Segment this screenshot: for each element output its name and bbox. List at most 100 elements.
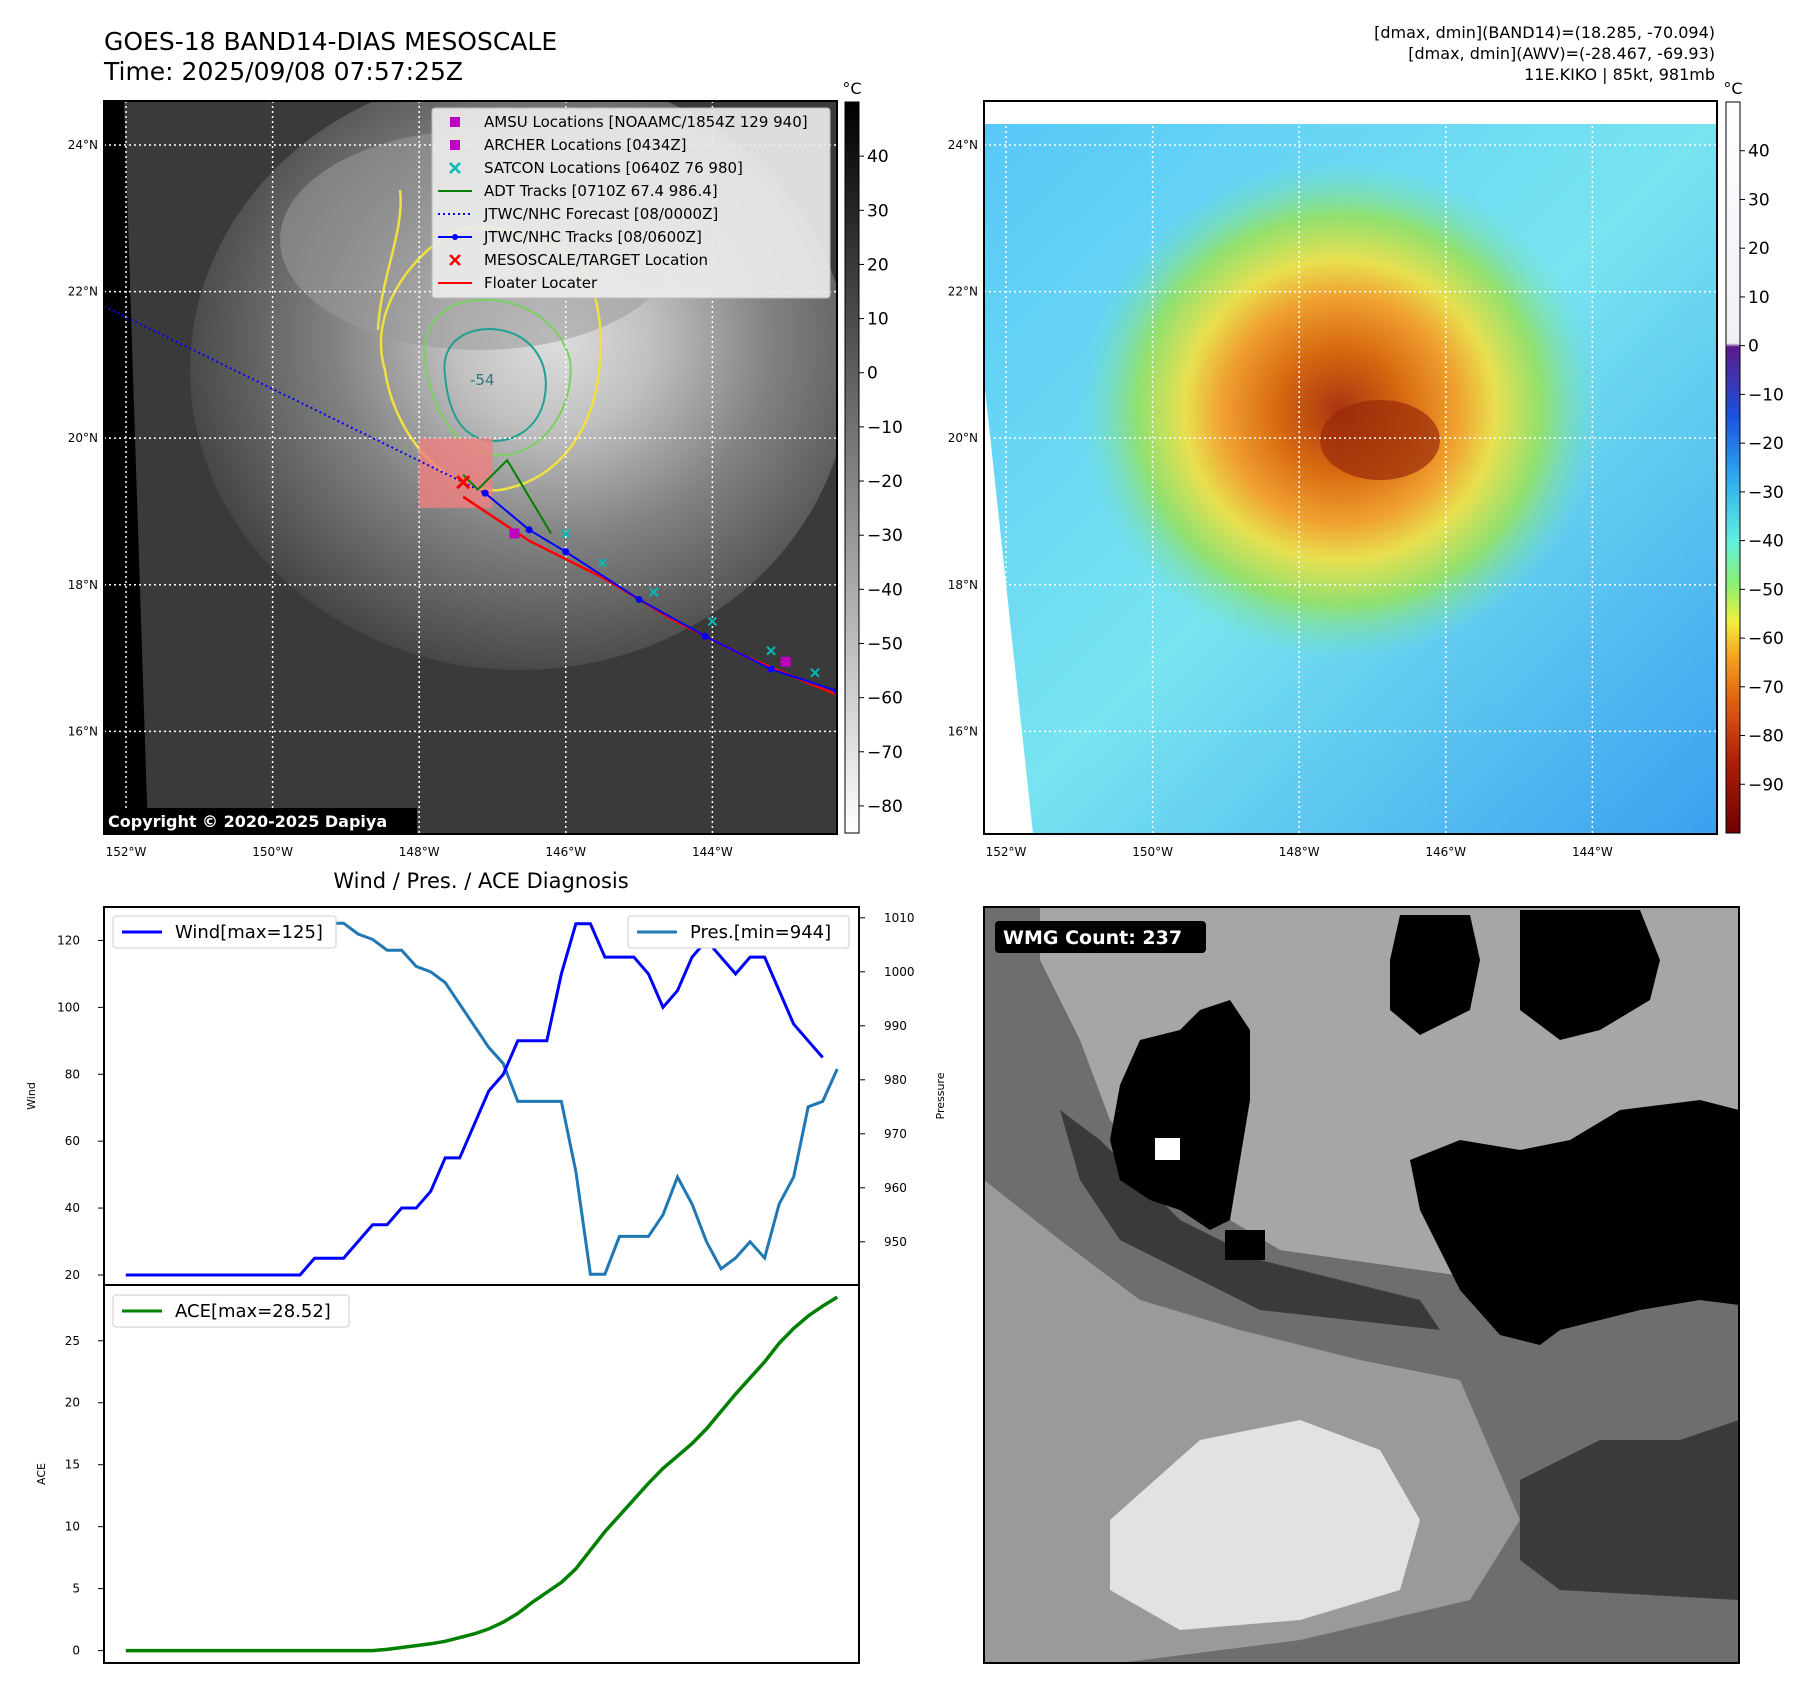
colorbar-tick-label: −10 bbox=[867, 418, 903, 438]
legend-label: Floater Locater bbox=[484, 274, 598, 292]
colorbar-tick-label: −60 bbox=[1748, 629, 1784, 649]
forecast-track bbox=[104, 305, 486, 495]
wv-colorbar-ticks: 40 30 20 10 0 −10 −20 −30 −40 −50 −60 −70 −80 −90 bbox=[1740, 142, 1784, 795]
pressure-tick-label: 1000 bbox=[884, 965, 915, 979]
wv-map-panel bbox=[984, 101, 1717, 834]
lat-label: 16°N bbox=[68, 724, 98, 738]
wmg-panel: WMG Count: 237 bbox=[983, 906, 1740, 1664]
legend-label: ADT Tracks [0710Z 67.4 986.4] bbox=[484, 182, 718, 200]
lat-label: 20°N bbox=[68, 431, 98, 445]
jtwc-track-point bbox=[562, 548, 570, 556]
legend-label: MESOSCALE/TARGET Location bbox=[484, 251, 708, 269]
wind-tick-label: 20 bbox=[65, 1268, 80, 1282]
contour-label: -54 bbox=[470, 371, 495, 389]
wmg-small-cluster bbox=[1225, 1230, 1265, 1260]
legend-label: AMSU Locations [NOAAMC/1854Z 129 940] bbox=[484, 113, 808, 131]
jtwc-track-point bbox=[481, 489, 489, 497]
ace-plot: 0 5 10 15 20 25 ACE ACE[max=28.52] bbox=[35, 1284, 860, 1664]
legend-swatch bbox=[449, 162, 461, 174]
pressure-tick-label: 950 bbox=[884, 1235, 907, 1249]
wmg-count: WMG Count: 237 bbox=[1003, 927, 1182, 949]
colorbar-tick-label: −30 bbox=[867, 526, 903, 546]
pressure-legend-label: Pres.[min=944] bbox=[690, 922, 831, 943]
satcon-marker bbox=[561, 528, 571, 539]
amsu-marker bbox=[509, 528, 520, 539]
ace-plot-frame bbox=[103, 1284, 860, 1664]
band14-range: [dmax, dmin](BAND14)=(18.285, -70.094) bbox=[1374, 23, 1715, 42]
wv-core bbox=[1320, 400, 1440, 480]
jtwc-track-point bbox=[767, 665, 775, 673]
lon-label: 144°W bbox=[1572, 845, 1613, 859]
target-box bbox=[419, 438, 493, 508]
colorbar-tick-label: −60 bbox=[867, 689, 903, 709]
satcon-marker bbox=[597, 558, 608, 568]
pressure-tick-label: 960 bbox=[884, 1181, 907, 1195]
wmg-light-region bbox=[1110, 1420, 1420, 1630]
ir-colorbar-ticks: 40 30 20 10 0 −10 −20 −30 −40 −50 −60 −70 −80 bbox=[859, 147, 903, 817]
colorbar-tick-label: −50 bbox=[1748, 580, 1784, 600]
wind-tick-label: 100 bbox=[57, 1000, 80, 1014]
wind-legend-label: Wind[max=125] bbox=[175, 922, 323, 943]
ace-axis-label: ACE bbox=[35, 1463, 48, 1485]
colorbar-tick-label: −40 bbox=[867, 580, 903, 600]
storm-info: 11E.KIKO | 85kt, 981mb bbox=[1524, 65, 1715, 84]
lon-label: 148°W bbox=[1279, 845, 1320, 859]
ace-tick-label: 25 bbox=[65, 1334, 80, 1348]
pressure-tick-label: 980 bbox=[884, 1073, 907, 1087]
pressure-y-ticks: 950 960 970 980 990 1000 1010 bbox=[859, 911, 915, 1249]
wmg-frame bbox=[983, 906, 1740, 1664]
colorbar-tick-label: 20 bbox=[867, 255, 889, 275]
legend-swatch bbox=[450, 117, 460, 127]
ir-map-frame bbox=[103, 100, 838, 835]
wmg-cold-cluster-left bbox=[1110, 1000, 1250, 1230]
colorbar-tick-label: −90 bbox=[1748, 775, 1784, 795]
satcon-marker bbox=[707, 616, 718, 627]
legend-label: ARCHER Locations [0434Z] bbox=[484, 136, 687, 154]
satcon-marker bbox=[649, 587, 659, 597]
wmg-dark-patch bbox=[1520, 1420, 1739, 1600]
legend-label: JTWC/NHC Tracks [08/0600Z] bbox=[483, 228, 702, 246]
satcon-marker bbox=[810, 668, 820, 678]
wind-y-ticks: 20 40 60 80 100 120 bbox=[57, 933, 104, 1282]
ace-legend-label: ACE[max=28.52] bbox=[175, 1301, 331, 1322]
ir-lon-labels: 152°W 150°W 148°W 146°W 144°W bbox=[106, 845, 733, 859]
lon-label: 152°W bbox=[986, 845, 1027, 859]
ace-tick-label: 20 bbox=[65, 1396, 80, 1410]
ace-line bbox=[125, 1295, 839, 1653]
ir-colorbar-unit: °C bbox=[842, 79, 861, 98]
legend-swatch-dot bbox=[452, 234, 458, 240]
pressure-legend-box bbox=[627, 915, 850, 949]
lat-label: 16°N bbox=[948, 724, 978, 738]
colorbar-tick-label: −70 bbox=[1748, 678, 1784, 698]
wmg-cold-cluster-right bbox=[1410, 1100, 1739, 1345]
copyright-box bbox=[104, 808, 417, 834]
track-overlays bbox=[104, 305, 837, 696]
contour-yellow-arc bbox=[376, 189, 402, 331]
wv-map-frame bbox=[983, 100, 1718, 835]
satcon-marker bbox=[766, 646, 776, 656]
colorbar-tick-label: 0 bbox=[1748, 337, 1759, 357]
adt-track bbox=[462, 458, 552, 534]
pressure-tick-label: 990 bbox=[884, 1019, 907, 1033]
wv-lon-labels: 152°W 150°W 148°W 146°W 144°W bbox=[986, 845, 1613, 859]
ace-plot-area bbox=[104, 1285, 859, 1663]
lat-label: 22°N bbox=[948, 285, 978, 299]
copyright: Copyright © 2020-2025 Dapiya bbox=[108, 812, 387, 831]
colorbar-tick-label: −30 bbox=[1748, 483, 1784, 503]
wmg-cold-cluster-top bbox=[1390, 915, 1480, 1035]
wmg-count-box bbox=[995, 921, 1206, 953]
legend-swatch bbox=[450, 140, 460, 150]
diagnosis-title: Wind / Pres. / ACE Diagnosis bbox=[333, 869, 628, 893]
ace-tick-label: 15 bbox=[65, 1458, 80, 1472]
jtwc-track-point bbox=[525, 526, 533, 534]
wind-tick-label: 120 bbox=[57, 933, 80, 947]
legend-label: SATCON Locations [0640Z 76 980] bbox=[484, 159, 743, 177]
colorbar-tick-label: −20 bbox=[1748, 434, 1784, 454]
lon-label: 152°W bbox=[106, 845, 147, 859]
pressure-axis-label: Pressure bbox=[934, 1072, 947, 1119]
lon-label: 144°W bbox=[692, 845, 733, 859]
colorbar-tick-label: −40 bbox=[1748, 532, 1784, 552]
wind-tick-label: 80 bbox=[65, 1067, 80, 1081]
lat-label: 22°N bbox=[68, 285, 98, 299]
colorbar-tick-label: 40 bbox=[867, 147, 889, 167]
